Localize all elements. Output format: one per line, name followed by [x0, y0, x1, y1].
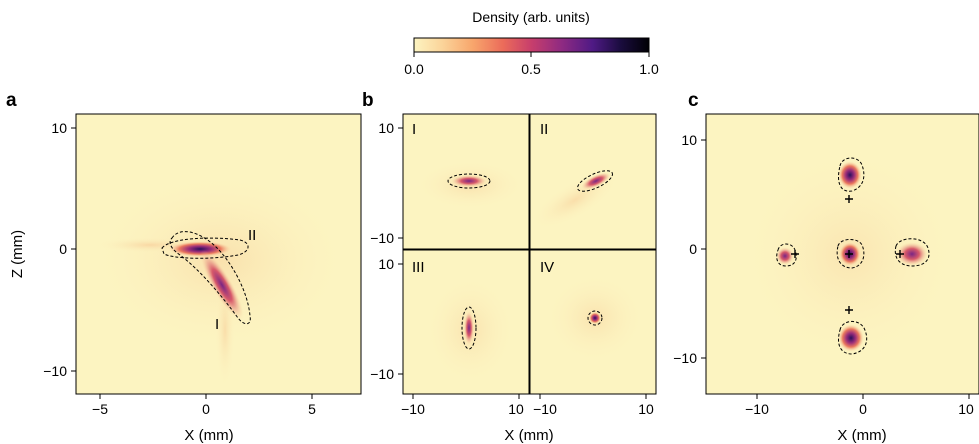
colorbar-tick-1: 0.5 [521, 61, 541, 77]
colorbar: Density (arb. units) 0.0 0.5 1.0 [404, 9, 659, 77]
panel-c-contour-right [894, 238, 930, 267]
panel-b-II-contour [577, 170, 613, 192]
panel-c-marker-right [896, 250, 904, 258]
panel-b-ytick-1: −10 [370, 230, 394, 246]
panel-b-xtick-0: −10 [401, 401, 425, 417]
panel-c-marker-bottom [845, 306, 853, 314]
panel-b-xtick-3: 10 [638, 401, 654, 417]
panel-a-contour-II [161, 237, 249, 259]
panel-b-xtick-2: −10 [533, 401, 557, 417]
panel-a: a II I −5 0 5 10 0 −10 X (mm) Z (mm) [6, 90, 362, 444]
colorbar-tick-0: 0.0 [404, 61, 424, 77]
panel-b-III-density [464, 311, 474, 345]
colorbar-tick-2: 1.0 [639, 61, 659, 77]
panel-b-IV-contour [587, 310, 603, 326]
panel-b-III-label: III [412, 259, 425, 276]
colorbar-title: Density (arb. units) [472, 9, 589, 25]
panel-a-letter: a [6, 90, 17, 111]
panel-b-II-label: II [540, 121, 548, 138]
panel-c-xtick-2: 10 [958, 401, 974, 417]
panel-a-density-II [168, 241, 232, 257]
panel-b-III-contour [461, 306, 477, 350]
panel-a-xtick-0: −5 [92, 401, 108, 417]
panel-c-xlabel: X (mm) [837, 427, 886, 444]
panel-b-ytick-0: 10 [378, 120, 394, 136]
panel-c-ytick-1: 0 [689, 241, 697, 257]
panel-c-ytick-0: 10 [681, 132, 697, 148]
panel-b-letter: b [362, 90, 374, 111]
panel-a-ytick-1: 0 [59, 241, 67, 257]
panel-c-ytick-2: −10 [673, 350, 697, 366]
panel-b-I-label: I [412, 121, 416, 138]
panel-c-blob-left [776, 247, 794, 265]
panel-b-I-contour [447, 173, 491, 189]
panel-a-xtick-1: 0 [202, 401, 210, 417]
panel-a-ytick-0: 10 [51, 120, 67, 136]
panel-b-ytick-3: −10 [370, 366, 394, 382]
panel-a-ylabel: Z (mm) [9, 230, 26, 278]
panel-b-IV-label: IV [540, 259, 554, 276]
panel-c-letter: c [688, 90, 699, 111]
panel-c-contour-left [776, 243, 797, 267]
panel-c-blob-bottom [838, 324, 864, 352]
panel-a-region-I: I [215, 316, 219, 333]
panel-c-marker-top [845, 195, 853, 203]
panel-c-blob-right [896, 242, 928, 266]
panel-b-ytick-2: 10 [378, 256, 394, 272]
panel-a-xtick-2: 5 [308, 401, 316, 417]
panel-c: c [673, 90, 979, 444]
panel-c-blob-top [838, 161, 862, 189]
panel-a-density-I [200, 250, 244, 320]
panel-a-xlabel: X (mm) [184, 427, 233, 444]
panel-c-contour-bottom [838, 321, 868, 355]
panel-b-I-density [451, 175, 487, 187]
panel-c-contour-center [836, 239, 865, 269]
panel-b-II-density [581, 172, 611, 190]
panel-c-xtick-0: −10 [745, 401, 769, 417]
panel-b: b I II III I [362, 90, 657, 444]
panel-a-haze [90, 170, 350, 350]
panel-b-IV-density [589, 312, 601, 324]
panel-a-contour-I [169, 231, 251, 325]
panel-b-xlabel: X (mm) [504, 427, 553, 444]
panel-b-xtick-1: 10 [508, 401, 524, 417]
panel-c-xtick-1: 0 [859, 401, 867, 417]
panel-a-region-II: II [248, 227, 256, 244]
panel-c-marker-left [791, 250, 799, 258]
colorbar-gradient [413, 37, 650, 53]
panel-c-marker-center [845, 250, 853, 258]
panel-a-ytick-2: −10 [43, 363, 67, 379]
